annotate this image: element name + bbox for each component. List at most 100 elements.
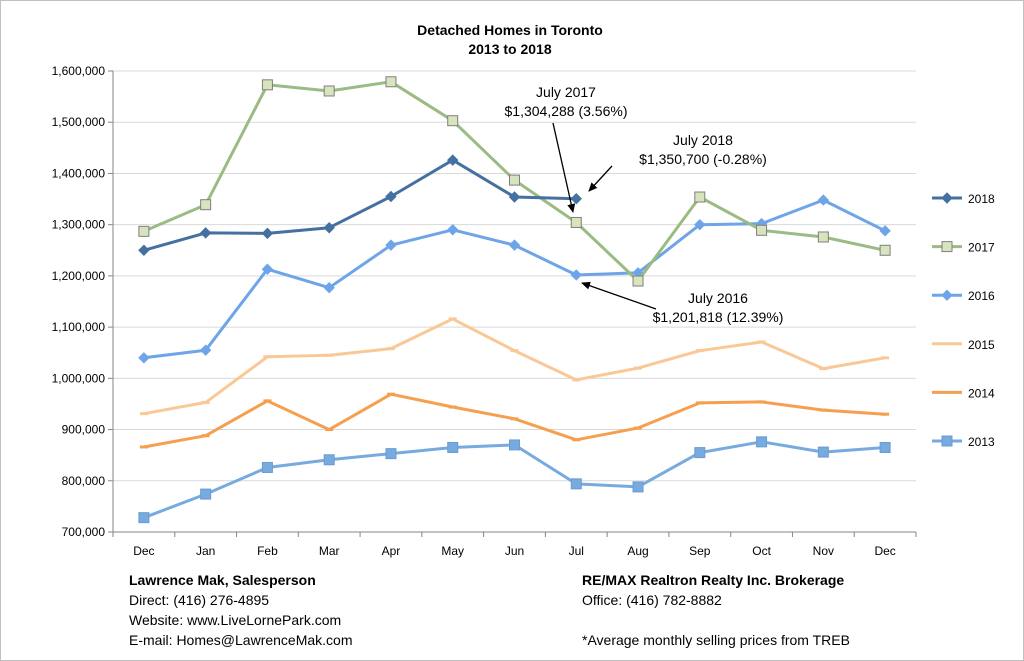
legend-item-2015: 2015 <box>932 338 995 352</box>
x-tick-label: Feb <box>257 544 278 558</box>
series-2016-point <box>199 344 212 356</box>
agent-email: E-mail: Homes@LawrenceMak.com <box>129 632 353 648</box>
series-2013-point <box>200 488 212 500</box>
legend-label: 2018 <box>968 192 995 206</box>
brokerage-office-phone: Office: (416) 782-8882 <box>582 592 722 608</box>
annotation-arrow <box>588 165 613 192</box>
series-2016-point <box>941 289 953 301</box>
series-2018-point <box>508 191 521 203</box>
series-2017-point <box>817 231 829 243</box>
series-2017-point <box>694 191 706 203</box>
series-2017-point <box>200 199 212 211</box>
chart-title: Detached Homes in Toronto <box>417 22 603 38</box>
brokerage-name: RE/MAX Realtron Realty Inc. Brokerage <box>582 572 845 588</box>
series-2018-point <box>323 222 335 234</box>
series-2013-point <box>385 448 397 460</box>
series-2016-point <box>385 239 397 251</box>
x-tick-label: Apr <box>382 544 401 558</box>
legend-item-2016: 2016 <box>932 289 995 303</box>
chart-subtitle: 2013 to 2018 <box>468 41 551 57</box>
x-tick-label: Jul <box>569 544 584 558</box>
x-tick-label: Dec <box>133 544 154 558</box>
series-2013-point <box>509 439 520 451</box>
series-2016-line <box>143 198 886 360</box>
series-2015-line <box>143 317 886 416</box>
agent-info: Lawrence Mak, Salesperson Direct: (416) … <box>129 570 353 650</box>
y-tick-label: 800,000 <box>62 474 106 488</box>
y-tick-label: 1,300,000 <box>52 218 106 232</box>
annotation-label: $1,304,288 (3.56%) <box>505 103 628 119</box>
legend-item-2017: 2017 <box>932 241 995 255</box>
series-2013-point <box>570 478 582 490</box>
series-2013-line <box>143 440 886 520</box>
x-tick-label: Nov <box>813 544 834 558</box>
y-tick-label: 900,000 <box>62 423 106 437</box>
series-2017-point <box>941 241 953 253</box>
series-2013-point <box>323 454 335 466</box>
series-2013-point <box>756 436 768 448</box>
annotation-label: July 2016 <box>688 290 748 306</box>
series-2018-point <box>447 154 459 166</box>
series-2016-point <box>879 225 891 237</box>
annotation: July 2017 $1,304,288 (3.56%) <box>505 84 628 213</box>
legend-item-2018: 2018 <box>932 192 995 206</box>
series-2016-point <box>447 224 459 236</box>
agent-direct-phone: Direct: (416) 276-4895 <box>129 592 270 608</box>
annotation: July 2016 $1,201,818 (12.39%) <box>581 281 784 325</box>
series-2013-point <box>261 461 273 473</box>
series-2015 <box>139 317 890 416</box>
annotation-label: $1,350,700 (-0.28%) <box>639 151 767 167</box>
annotation-arrow <box>552 122 576 213</box>
legend-label: 2013 <box>968 435 995 449</box>
series-2017-point <box>756 224 768 236</box>
series-2017-point <box>570 216 582 228</box>
series-2014 <box>139 392 890 449</box>
y-tick-label: 1,100,000 <box>52 320 106 334</box>
series-2018-point <box>138 244 150 256</box>
annotation-label: $1,201,818 (12.39%) <box>653 309 784 325</box>
series-2013-point <box>694 447 706 459</box>
series-2016-point <box>138 352 150 364</box>
series-2017-point <box>632 275 644 287</box>
series-2016-point <box>694 218 706 231</box>
series-2017-point <box>323 85 335 97</box>
series-2018 <box>138 154 582 256</box>
annotation-label: July 2017 <box>536 84 596 100</box>
series-2013-point <box>941 435 953 447</box>
series-2018-point <box>385 190 397 203</box>
series-2016-point <box>508 239 521 251</box>
x-tick-label: Oct <box>752 544 771 558</box>
series-2016-point <box>261 263 274 275</box>
y-tick-label: 1,500,000 <box>52 115 106 129</box>
y-tick-label: 700,000 <box>62 525 106 539</box>
series-2013-point <box>447 441 459 453</box>
x-tick-label: Jun <box>505 544 524 558</box>
series-2017-point <box>447 115 459 127</box>
series-2013 <box>138 436 891 524</box>
series-2017 <box>138 76 891 287</box>
annotation: July 2018 $1,350,700 (-0.28%) <box>588 132 767 192</box>
series-2016-point <box>323 281 335 294</box>
series-2018-point <box>570 192 582 205</box>
annotation-label: July 2018 <box>673 132 733 148</box>
data-source-note: *Average monthly selling prices from TRE… <box>582 632 850 648</box>
x-tick-label: Mar <box>319 544 340 558</box>
legend-label: 2016 <box>968 289 995 303</box>
legend-item-2014: 2014 <box>932 386 995 400</box>
x-tick-label: Jan <box>196 544 215 558</box>
series-2014-line <box>143 392 886 449</box>
series-2017-point <box>385 76 397 88</box>
series-2018-point <box>199 227 212 239</box>
x-tick-label: Dec <box>874 544 895 558</box>
legend-item-2013: 2013 <box>932 435 995 449</box>
legend-label: 2015 <box>968 338 995 352</box>
series-2016 <box>138 194 891 364</box>
series-2017-point <box>509 174 520 186</box>
y-tick-label: 1,600,000 <box>52 64 106 78</box>
series-2017-point <box>138 225 150 237</box>
series-2013-point <box>138 512 150 524</box>
annotation-arrow <box>581 281 657 310</box>
legend-label: 2017 <box>968 241 995 255</box>
agent-name: Lawrence Mak, Salesperson <box>129 572 316 588</box>
series-2016-point <box>570 269 582 281</box>
